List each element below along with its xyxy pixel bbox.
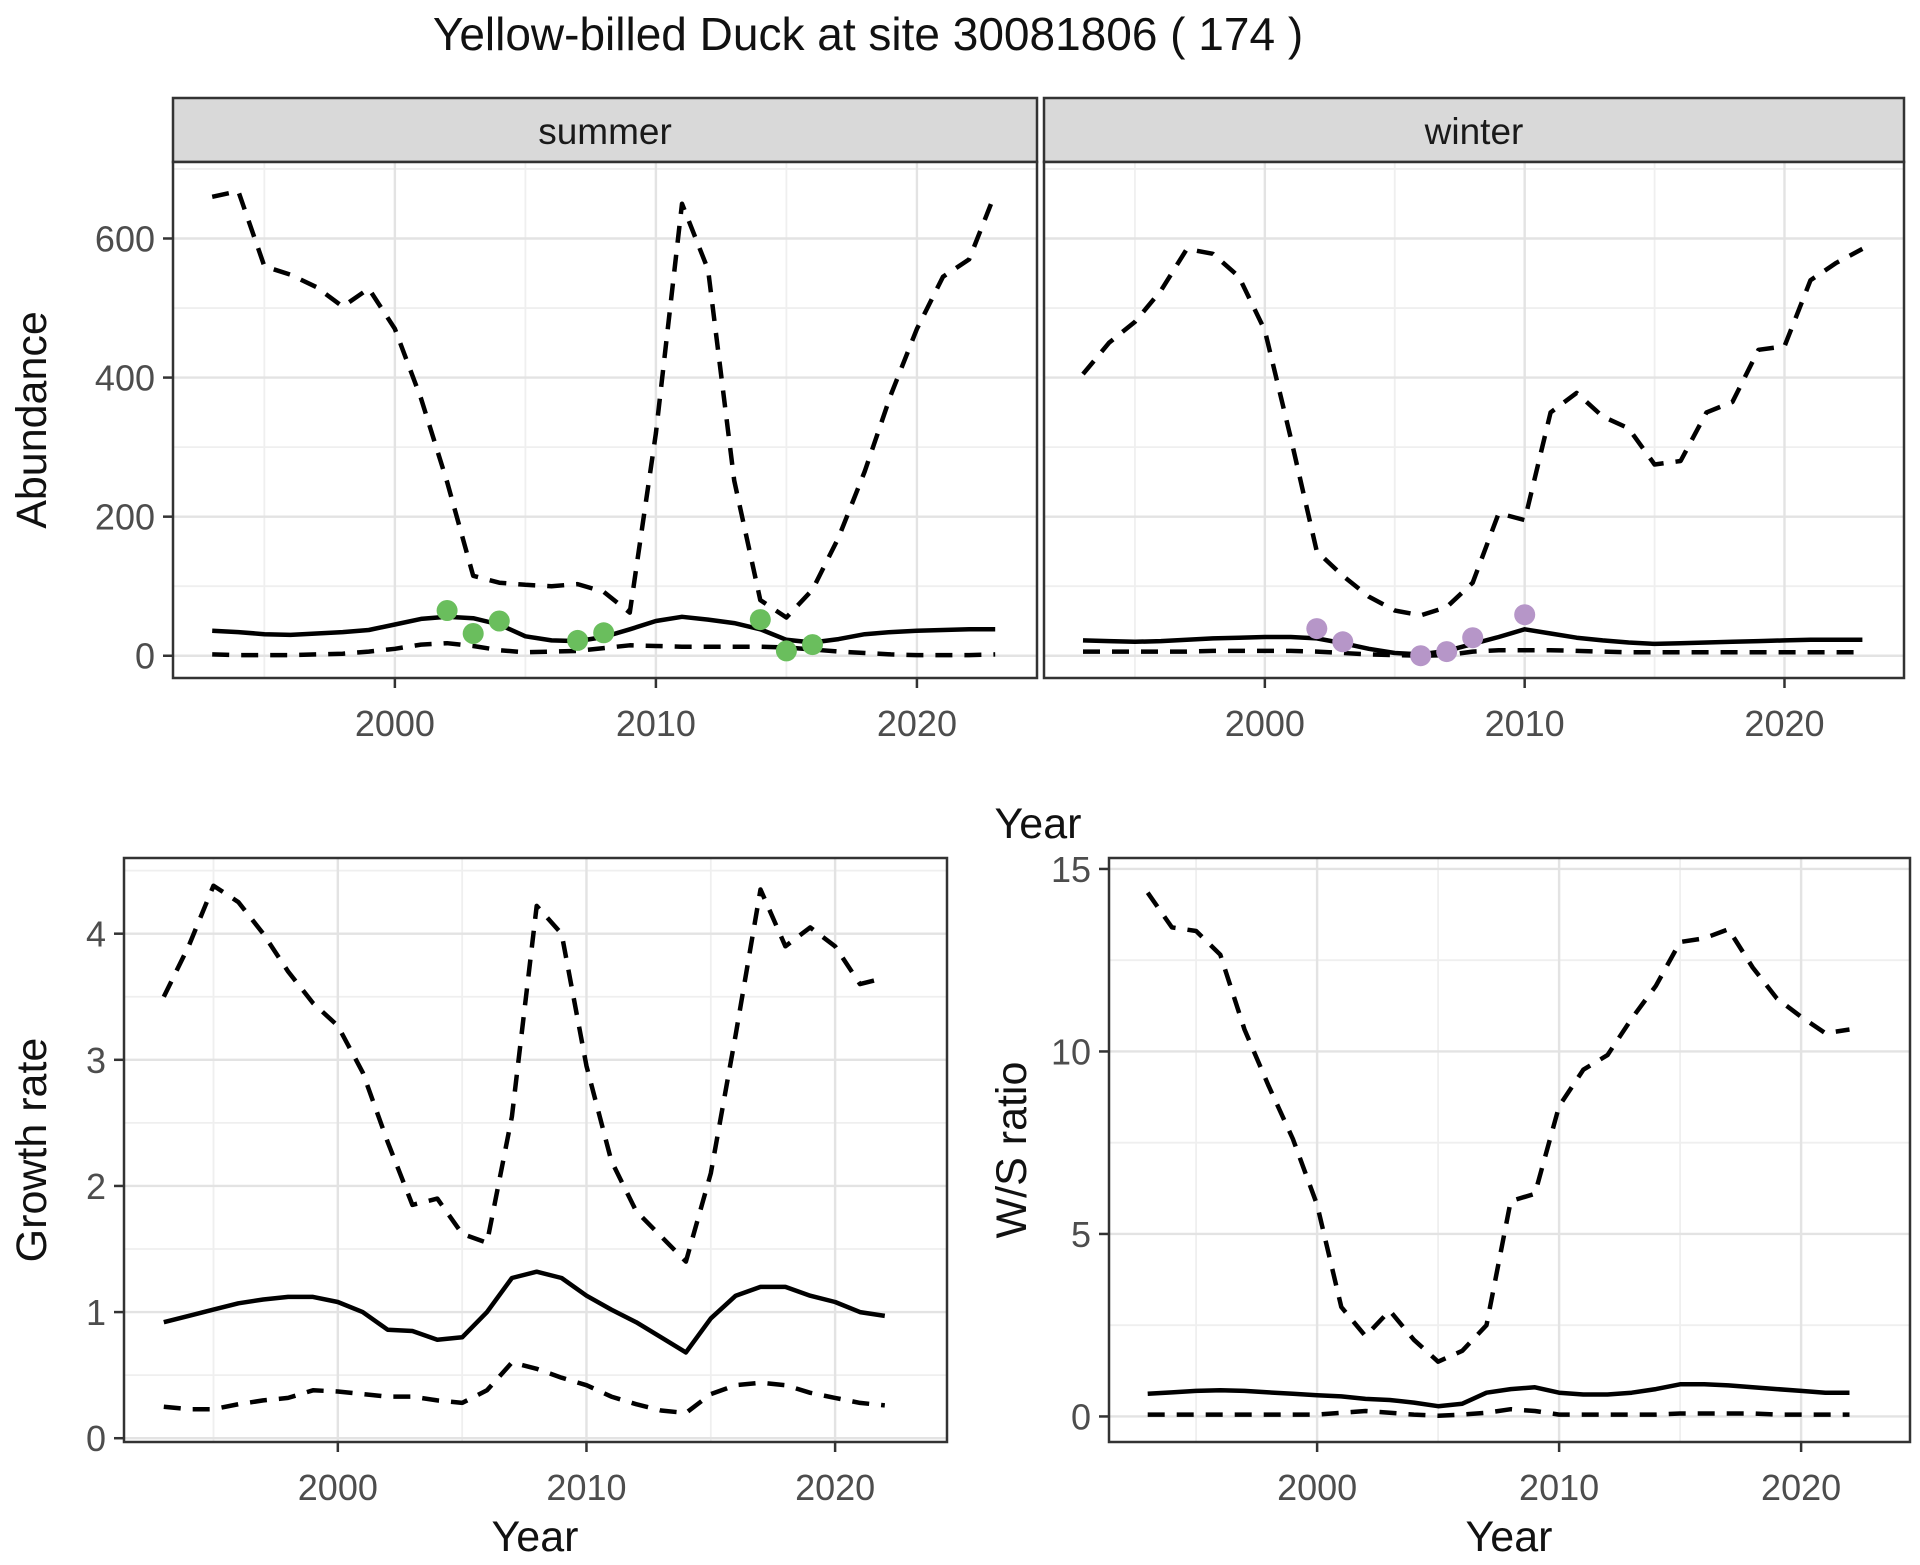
panel-border: [171, 160, 1039, 680]
observed-point: [802, 634, 823, 656]
facet-strip-winter: [1042, 96, 1906, 164]
y-tick-label: 5: [1071, 1214, 1091, 1255]
growth-rate-lower-95-ci-line: [163, 1360, 886, 1416]
ws-ratio-lower-95-ci-line: [1147, 1406, 1850, 1418]
x-axis-title-year-bottom-right: Year: [1466, 1513, 1553, 1560]
ws-ratio-median-line: [1147, 1382, 1850, 1409]
x-tick-label: 2010: [1519, 1467, 1599, 1508]
panel-border: [1042, 160, 1906, 680]
y-tick-label: 3: [86, 1040, 106, 1081]
y-tick-label: 15: [1051, 849, 1091, 890]
y-axis-title-growth-rate: Growth rate: [8, 1038, 56, 1263]
y-tick-label: 0: [135, 636, 155, 677]
observed-point: [1410, 645, 1432, 667]
y-axis-title-ws-ratio: W/S ratio: [988, 1062, 1036, 1239]
panel-growth-rate: 2000 2010 2020 0 1 2 3 4: [86, 856, 949, 1508]
panel-background: [124, 858, 947, 1442]
observed-point: [1332, 631, 1354, 653]
abundance-winter-lower-95-ci-line: [1083, 647, 1863, 658]
x-tick-label: 2020: [1761, 1467, 1841, 1508]
observed-point: [436, 600, 458, 621]
figure-title: Yellow-billed Duck at site 30081806 ( 17…: [433, 8, 1303, 60]
x-axis-title-year-top: Year: [995, 800, 1082, 848]
x-tick-label: 2010: [546, 1467, 626, 1508]
abundance-winter-observed-points: [1306, 604, 1536, 667]
panel-ws-ratio: 2000 2010 2020 0 5 10 15: [1051, 849, 1912, 1508]
panel-abundance-winter: 2000 2010 2020: [1042, 160, 1906, 744]
panel-abundance-summer: 2000 2010 2020 0 200 400 600: [95, 160, 1039, 744]
y-tick-label: 4: [86, 914, 106, 955]
x-tick-label: 2000: [355, 703, 435, 744]
x-tick-label: 2000: [1277, 1467, 1357, 1508]
observed-point: [462, 623, 484, 644]
y-axis-title-abundance: Abundance: [8, 311, 56, 529]
x-tick-label: 2010: [1485, 703, 1565, 744]
series-layer: [161, 883, 886, 1416]
observed-point: [593, 622, 615, 644]
y-tick-label: 200: [95, 497, 155, 538]
y-tick-label: 2: [86, 1166, 106, 1207]
observed-point: [1306, 618, 1328, 640]
observed-point: [1462, 627, 1484, 649]
panel-background: [1044, 162, 1904, 678]
x-tick-label: 2010: [616, 703, 696, 744]
x-axis-title-year-bottom-left: Year: [492, 1513, 579, 1560]
observed-point: [567, 629, 589, 651]
facet-strip-summer: [171, 96, 1039, 164]
panel-border: [122, 856, 949, 1444]
y-tick-label: 600: [95, 218, 155, 259]
observed-point: [749, 609, 771, 631]
abundance-summer-lower-95-ci-line: [212, 640, 996, 658]
y-tick-label: 1: [86, 1292, 106, 1333]
y-tick-label: 400: [95, 358, 155, 399]
x-tick-label: 2000: [298, 1467, 378, 1508]
abundance-winter-upper-95-ci-line: [1081, 246, 1864, 618]
series-layer: [1145, 891, 1850, 1418]
observed-point: [1436, 641, 1458, 663]
panel-background: [1109, 858, 1910, 1442]
growth-rate-median-line: [163, 1269, 886, 1355]
facet-label-winter: winter: [1424, 111, 1524, 152]
x-tick-label: 2020: [1744, 703, 1824, 744]
observed-point: [775, 640, 797, 662]
y-tick-label: 10: [1051, 1031, 1091, 1072]
panel-border: [1107, 856, 1912, 1444]
x-tick-label: 2000: [1225, 703, 1305, 744]
observed-point: [1514, 604, 1536, 626]
observed-point: [488, 610, 510, 632]
x-tick-label: 2020: [795, 1467, 875, 1508]
y-tick-label: 0: [1071, 1396, 1091, 1437]
x-tick-label: 2020: [877, 703, 957, 744]
y-tick-label: 0: [86, 1418, 106, 1459]
abundance-summer-observed-points: [436, 600, 823, 662]
facet-label-summer: summer: [538, 111, 672, 152]
abundance-summer-upper-95-ci-line: [211, 188, 998, 620]
